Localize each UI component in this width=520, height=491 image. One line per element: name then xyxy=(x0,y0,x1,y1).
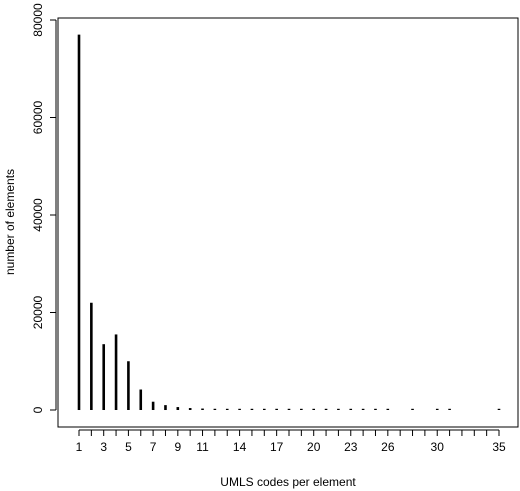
x-tick-label-1: 1 xyxy=(76,440,83,454)
bar-23 xyxy=(349,408,353,410)
y-tick-label-0: 0 xyxy=(31,406,45,413)
bar-9 xyxy=(176,407,180,410)
bar-22 xyxy=(337,408,340,410)
bar-30 xyxy=(435,408,439,410)
bar-17 xyxy=(275,408,278,410)
bar-7 xyxy=(151,401,155,410)
bar-26 xyxy=(386,408,390,410)
plot-box xyxy=(57,17,519,428)
bar-4 xyxy=(114,334,118,410)
bar-21 xyxy=(324,408,328,410)
x-tick-label-7: 7 xyxy=(150,440,157,454)
y-tick-label-20000: 20000 xyxy=(31,295,45,329)
bar-1 xyxy=(77,34,81,411)
bars xyxy=(77,34,501,411)
bar-35 xyxy=(497,408,501,410)
bar-25 xyxy=(374,408,377,410)
bar-3 xyxy=(102,344,106,410)
x-tick-label-9: 9 xyxy=(174,440,181,454)
x-tick-label-23: 23 xyxy=(344,440,358,454)
bar-11 xyxy=(201,408,204,410)
x-tick-label-11: 11 xyxy=(196,440,209,454)
y-axis: 0 20000 40000 60000 80000 xyxy=(31,3,57,413)
bar-14 xyxy=(238,408,241,410)
x-tick-label-20: 20 xyxy=(307,440,321,454)
bar-5 xyxy=(127,361,130,410)
x-tick-label-3: 3 xyxy=(100,440,107,454)
bar-24 xyxy=(361,408,365,410)
y-tick-label-60000: 60000 xyxy=(31,100,45,134)
x-tick-label-5: 5 xyxy=(125,440,132,454)
bar-19 xyxy=(300,408,303,410)
bar-2 xyxy=(90,302,93,410)
bar-15 xyxy=(250,408,254,410)
x-axis: 1 3 5 7 9 11 14 17 20 23 26 30 35 xyxy=(76,429,506,454)
bar-10 xyxy=(188,408,192,410)
bar-18 xyxy=(287,408,291,410)
y-tick-label-80000: 80000 xyxy=(31,3,45,37)
x-tick-label-26: 26 xyxy=(381,440,395,454)
x-tick-label-17: 17 xyxy=(270,440,284,454)
bar-8 xyxy=(164,405,167,411)
x-tick-label-30: 30 xyxy=(431,440,445,454)
bar-12 xyxy=(213,408,217,410)
bar-6 xyxy=(139,389,143,410)
bar-20 xyxy=(312,408,316,410)
bar-28 xyxy=(411,408,414,410)
bar-31 xyxy=(448,408,451,410)
bar-13 xyxy=(225,408,229,410)
bar-16 xyxy=(262,408,266,410)
y-axis-title: number of elements xyxy=(3,169,17,275)
x-tick-label-35: 35 xyxy=(492,440,506,454)
y-tick-label-40000: 40000 xyxy=(31,198,45,232)
x-axis-title: UMLS codes per element xyxy=(220,475,356,489)
x-tick-label-14: 14 xyxy=(233,440,247,454)
